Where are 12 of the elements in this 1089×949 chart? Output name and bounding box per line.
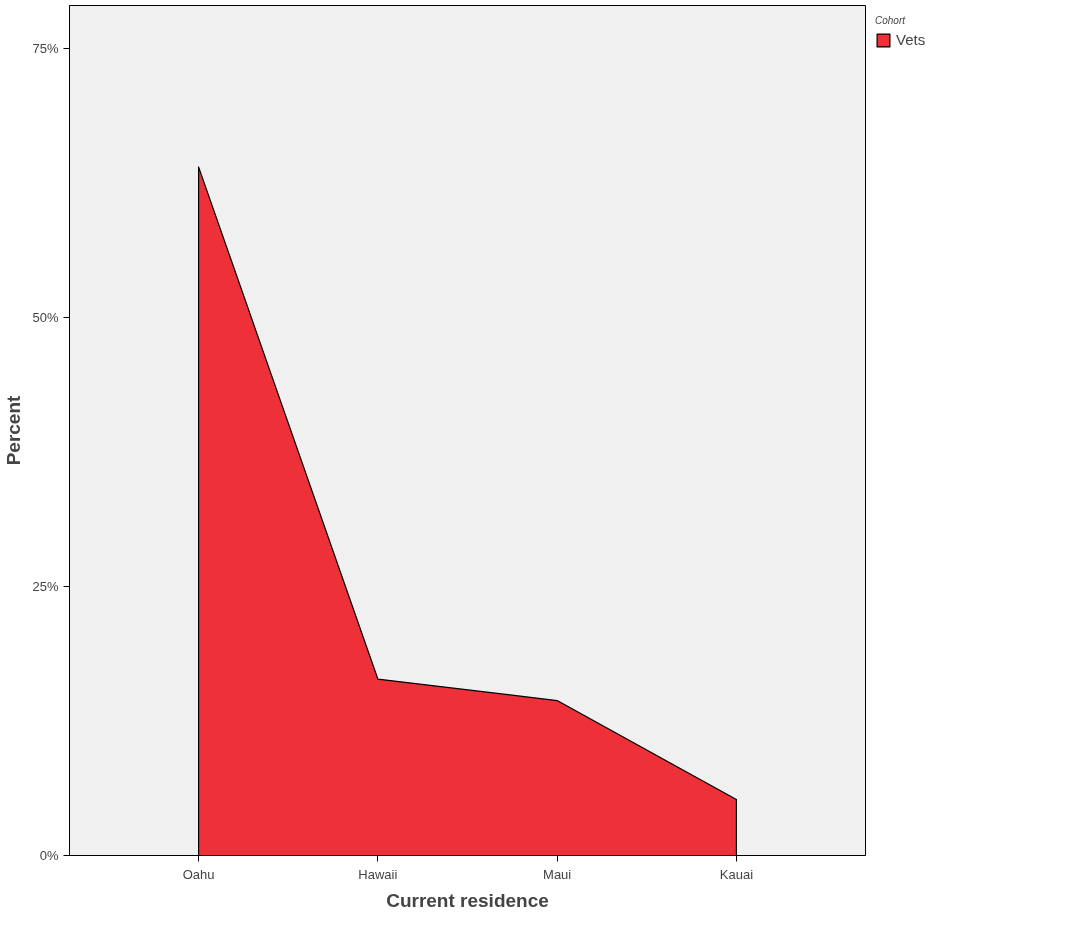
- y-tick-label: 75%: [32, 41, 59, 57]
- x-tick-label: Maui: [543, 866, 572, 882]
- y-axis-title: Percent: [3, 394, 25, 466]
- x-tick-label: Hawaii: [358, 866, 398, 882]
- y-tick-label: 0%: [39, 848, 59, 863]
- x-tick-label: Kauai: [719, 866, 754, 882]
- legend-label: Vets: [896, 31, 926, 48]
- y-tick-label: 25%: [32, 579, 59, 595]
- y-tick-label: 50%: [32, 310, 59, 326]
- legend-title: Cohort: [875, 15, 907, 26]
- x-axis-title: Current residence: [386, 889, 549, 911]
- x-tick-label: Oahu: [182, 866, 215, 882]
